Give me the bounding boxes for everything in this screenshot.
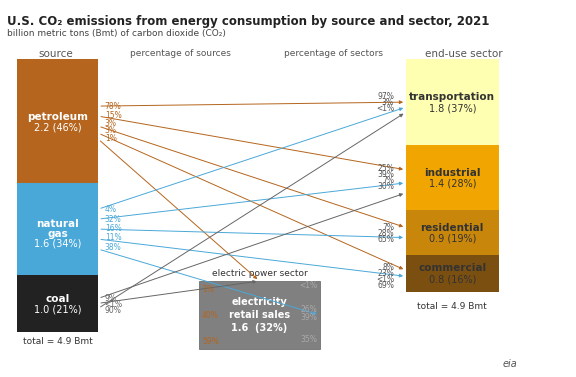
- Text: 1.6 (34%): 1.6 (34%): [34, 238, 81, 248]
- Text: 59%: 59%: [202, 337, 219, 345]
- Text: 2.2 (46%): 2.2 (46%): [33, 122, 81, 132]
- Text: industrial: industrial: [424, 168, 480, 178]
- Text: 7%: 7%: [382, 176, 394, 185]
- Text: 3%: 3%: [382, 98, 394, 107]
- Text: source: source: [38, 49, 73, 59]
- Text: 11%: 11%: [105, 233, 122, 242]
- Text: 69%: 69%: [377, 281, 394, 290]
- Text: total = 4.9 Bmt: total = 4.9 Bmt: [418, 302, 487, 311]
- Text: electric power sector: electric power sector: [211, 269, 308, 278]
- Text: 23%: 23%: [377, 269, 394, 278]
- Text: 16%: 16%: [105, 224, 122, 233]
- Text: percentage of sectors: percentage of sectors: [284, 49, 383, 58]
- Text: 1.4 (28%): 1.4 (28%): [429, 179, 476, 189]
- Text: 1%: 1%: [105, 133, 116, 143]
- Text: transportation: transportation: [410, 92, 495, 102]
- Text: 1.8 (37%): 1.8 (37%): [429, 103, 476, 113]
- Text: <1%: <1%: [376, 104, 394, 113]
- Text: 78%: 78%: [105, 101, 122, 110]
- Text: residential: residential: [420, 222, 484, 233]
- Text: 0.9 (19%): 0.9 (19%): [429, 234, 476, 244]
- Text: 39%: 39%: [300, 314, 317, 322]
- Text: petroleum: petroleum: [27, 112, 88, 122]
- Bar: [406, 255, 499, 292]
- Bar: [406, 210, 499, 255]
- Text: 0.8 (16%): 0.8 (16%): [429, 274, 476, 284]
- Bar: [17, 275, 98, 332]
- Text: gas: gas: [47, 229, 68, 239]
- Text: electricity
retail sales
1.6  (32%): electricity retail sales 1.6 (32%): [229, 297, 290, 333]
- Text: <1%: <1%: [105, 300, 123, 309]
- Text: <1%: <1%: [299, 282, 317, 291]
- Bar: [406, 59, 499, 145]
- Text: 15%: 15%: [105, 110, 122, 120]
- Text: 3%: 3%: [105, 126, 117, 135]
- Bar: [17, 59, 98, 183]
- Text: 3%: 3%: [105, 119, 117, 127]
- Text: 40%: 40%: [202, 311, 219, 319]
- Text: 35%: 35%: [300, 334, 317, 343]
- Text: 7%: 7%: [382, 223, 394, 232]
- Text: eia: eia: [502, 359, 517, 369]
- Text: 39%: 39%: [377, 170, 394, 179]
- Text: 1.0 (21%): 1.0 (21%): [34, 304, 81, 314]
- Text: 8%: 8%: [382, 263, 394, 272]
- Text: 25%: 25%: [377, 164, 394, 173]
- Text: 90%: 90%: [105, 306, 122, 315]
- Bar: [199, 281, 320, 349]
- Text: commercial: commercial: [418, 264, 486, 273]
- Text: U.S. CO₂ emissions from energy consumption by source and sector, 2021: U.S. CO₂ emissions from energy consumpti…: [7, 15, 490, 28]
- Text: 38%: 38%: [105, 243, 122, 251]
- Bar: [406, 145, 499, 210]
- Text: 9%: 9%: [105, 294, 117, 303]
- Text: 65%: 65%: [377, 235, 394, 244]
- Text: total = 4.9 Bmt: total = 4.9 Bmt: [22, 337, 92, 346]
- Text: <1%: <1%: [376, 275, 394, 284]
- Text: 26%: 26%: [300, 305, 317, 314]
- Text: natural: natural: [36, 219, 79, 229]
- Text: percentage of sources: percentage of sources: [130, 49, 231, 58]
- Text: 32%: 32%: [105, 215, 122, 224]
- Text: 28%: 28%: [377, 229, 394, 238]
- Text: 4%: 4%: [105, 205, 117, 214]
- Text: billion metric tons (Bmt) of carbon dioxide (CO₂): billion metric tons (Bmt) of carbon diox…: [7, 29, 226, 38]
- Text: 97%: 97%: [377, 92, 394, 101]
- Text: 30%: 30%: [377, 182, 394, 192]
- Text: coal: coal: [46, 294, 70, 304]
- Text: end-use sector: end-use sector: [425, 49, 502, 59]
- Bar: [17, 183, 98, 275]
- Text: 1%: 1%: [202, 285, 214, 294]
